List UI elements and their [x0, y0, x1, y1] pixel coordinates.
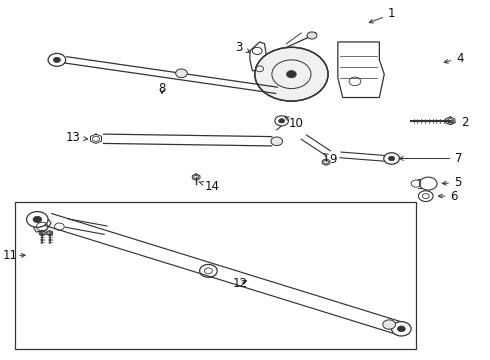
Text: 14: 14 — [199, 180, 219, 193]
Circle shape — [255, 47, 328, 101]
Circle shape — [383, 320, 395, 329]
Text: 1: 1 — [369, 8, 395, 23]
Text: 11: 11 — [3, 249, 18, 262]
Circle shape — [279, 119, 285, 123]
Circle shape — [175, 69, 187, 78]
Circle shape — [48, 53, 66, 66]
Text: 10: 10 — [285, 117, 304, 130]
Text: 8: 8 — [158, 82, 166, 95]
Circle shape — [392, 321, 411, 336]
Circle shape — [53, 57, 60, 62]
Circle shape — [275, 116, 289, 126]
Text: 6: 6 — [439, 190, 458, 203]
Circle shape — [26, 212, 48, 227]
Circle shape — [287, 71, 296, 78]
Circle shape — [419, 177, 437, 190]
Bar — [15, 202, 416, 348]
Circle shape — [33, 216, 42, 222]
Text: 7: 7 — [399, 152, 463, 165]
Text: 13: 13 — [66, 131, 88, 144]
Circle shape — [389, 156, 395, 161]
Text: 9: 9 — [324, 153, 337, 166]
Text: 12: 12 — [233, 278, 247, 291]
Circle shape — [307, 32, 317, 39]
Text: 2: 2 — [449, 116, 468, 129]
Text: 5: 5 — [442, 176, 461, 189]
Text: 3: 3 — [236, 41, 250, 54]
Circle shape — [397, 326, 405, 332]
Circle shape — [271, 137, 283, 145]
Text: 4: 4 — [444, 51, 464, 64]
Circle shape — [384, 153, 399, 164]
